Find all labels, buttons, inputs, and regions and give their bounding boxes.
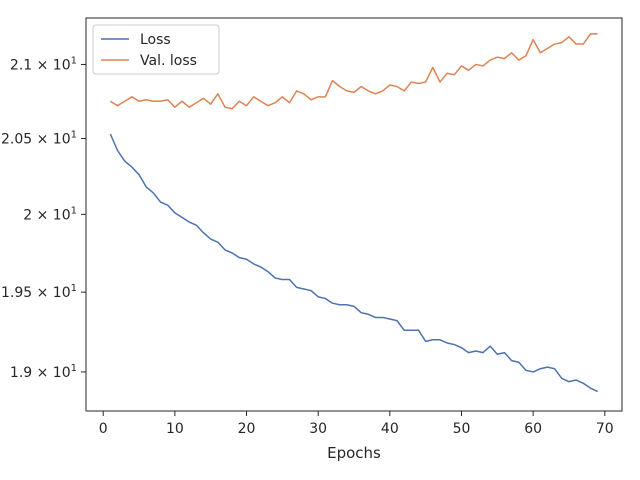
x-tick-label: 40 [381,421,399,437]
series-line-1 [109,33,598,110]
x-tick-label: 70 [596,421,614,437]
legend-label: Loss [140,32,171,48]
plot-area [85,17,623,412]
y-tick-label: 2 × 101 [23,205,77,223]
x-tick-label: 10 [166,421,184,437]
series-layer [109,33,598,393]
plot-frame [85,17,623,412]
x-axis-label: Epochs [327,444,381,462]
x-axis: 0 10 20 30 40 50 60 70 [99,411,614,437]
legend-label: Val. loss [140,53,197,69]
y-tick-label: 1.9 × 101 [10,363,77,381]
x-tick-label: 60 [524,421,542,437]
x-tick-label: 50 [453,421,471,437]
legend-box [92,24,220,75]
y-axis: 1.9 × 101 1.95 × 101 2 × 101 2.05 × 101 2.1 … [1,55,86,381]
x-tick-label: 0 [99,421,108,437]
legend: Loss Val. loss [92,24,220,75]
x-tick-label: 20 [238,421,256,437]
y-tick-label: 1.95 × 101 [1,283,77,301]
y-tick-label: 2.1 × 101 [10,55,77,73]
x-tick-label: 30 [309,421,327,437]
y-tick-label: 2.05 × 101 [1,129,77,147]
series-line-0 [109,133,598,393]
